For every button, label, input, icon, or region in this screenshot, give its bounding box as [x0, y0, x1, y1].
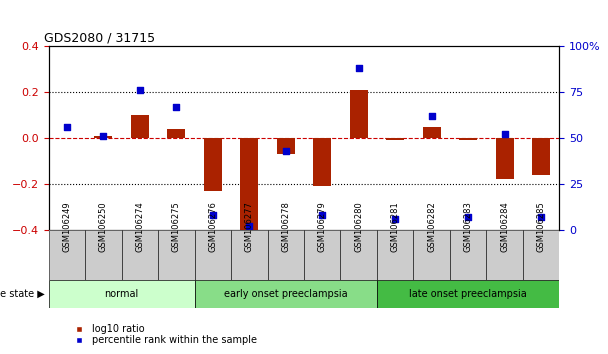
Bar	[204, 138, 222, 191]
Bar	[167, 129, 185, 138]
Text: late onset preeclampsia: late onset preeclampsia	[409, 289, 527, 299]
Bar	[377, 230, 413, 280]
Text: GSM106281: GSM106281	[391, 202, 399, 252]
Text: GSM106283: GSM106283	[464, 201, 472, 252]
Text: GSM106277: GSM106277	[245, 201, 254, 252]
Bar	[122, 230, 158, 280]
Point	[62, 124, 72, 130]
Point	[354, 65, 364, 71]
Point	[208, 212, 218, 218]
Point	[281, 148, 291, 154]
Text: GSM106282: GSM106282	[427, 202, 436, 252]
Bar	[313, 138, 331, 187]
Bar	[49, 280, 195, 308]
Point	[536, 215, 546, 220]
Text: GSM106276: GSM106276	[209, 201, 217, 252]
Point	[390, 216, 400, 222]
Text: early onset preeclampsia: early onset preeclampsia	[224, 289, 348, 299]
Text: GSM106284: GSM106284	[500, 202, 509, 252]
Text: GSM106285: GSM106285	[537, 202, 545, 252]
Bar	[277, 138, 295, 154]
Text: normal: normal	[105, 289, 139, 299]
Text: GDS2080 / 31715: GDS2080 / 31715	[44, 32, 154, 45]
Bar	[158, 230, 195, 280]
Text: GSM106280: GSM106280	[354, 202, 363, 252]
Point	[98, 133, 108, 139]
Bar	[94, 136, 112, 138]
Bar	[496, 138, 514, 179]
Text: GSM106275: GSM106275	[172, 202, 181, 252]
Point	[171, 104, 181, 110]
Bar	[350, 90, 368, 138]
Bar	[523, 230, 559, 280]
Text: GSM106278: GSM106278	[282, 201, 290, 252]
Point	[463, 215, 473, 220]
Bar	[85, 230, 122, 280]
Bar	[195, 280, 377, 308]
Text: GSM106250: GSM106250	[99, 202, 108, 252]
Text: GSM106249: GSM106249	[63, 202, 71, 252]
Bar	[131, 115, 149, 138]
Bar	[240, 138, 258, 233]
Bar	[231, 230, 268, 280]
Point	[427, 113, 437, 119]
Bar	[413, 230, 450, 280]
Point	[244, 224, 254, 229]
Bar	[340, 230, 377, 280]
Bar	[195, 230, 231, 280]
Point	[317, 212, 327, 218]
Bar	[486, 230, 523, 280]
Bar	[459, 138, 477, 140]
Bar	[377, 280, 559, 308]
Bar	[532, 138, 550, 175]
Point	[500, 132, 510, 137]
Text: disease state ▶: disease state ▶	[0, 289, 45, 299]
Bar	[49, 230, 85, 280]
Point	[135, 87, 145, 93]
Bar	[386, 138, 404, 140]
Text: GSM106279: GSM106279	[318, 202, 326, 252]
Bar	[304, 230, 340, 280]
Legend: log10 ratio, percentile rank within the sample: log10 ratio, percentile rank within the …	[66, 320, 261, 349]
Bar	[423, 127, 441, 138]
Bar	[450, 230, 486, 280]
Text: GSM106274: GSM106274	[136, 202, 144, 252]
Bar	[268, 230, 304, 280]
